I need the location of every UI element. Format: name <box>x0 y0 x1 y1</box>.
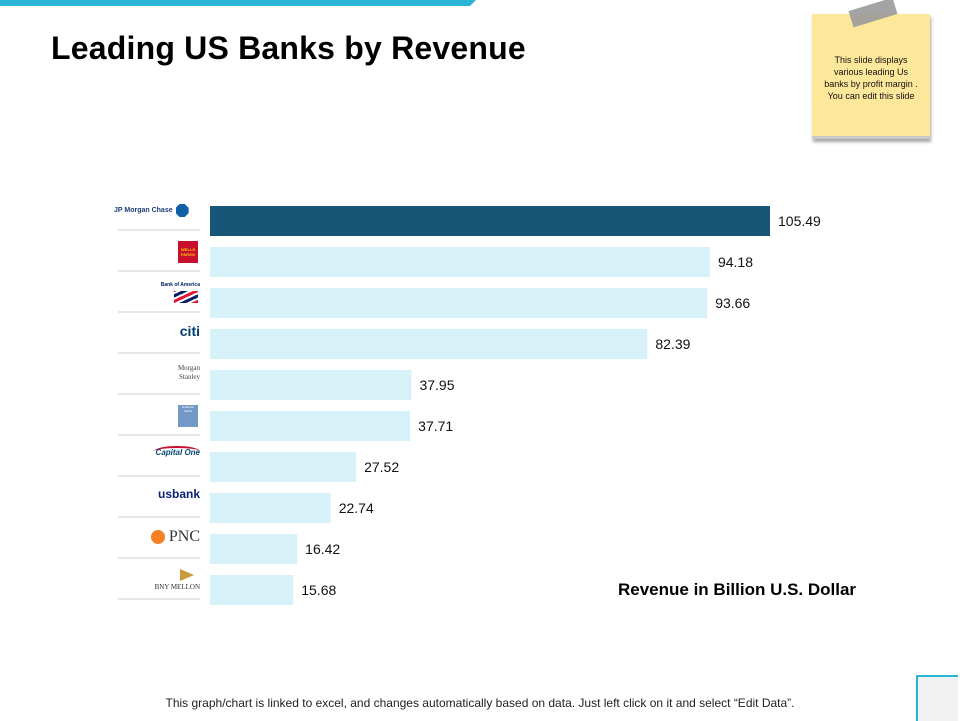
sticky-note-text: This slide displays various leading Us b… <box>824 55 918 101</box>
chart-title: Revenue in Billion U.S. Dollar <box>618 580 857 599</box>
sticky-note: This slide displays various leading Us b… <box>812 14 930 139</box>
bar-5[interactable] <box>210 411 411 441</box>
bny-mellon-arrow-icon: BNY MELLON <box>146 569 200 591</box>
chase-octagon-icon: JP Morgan Chase <box>114 204 200 217</box>
bar-7[interactable] <box>210 493 331 523</box>
bar-value-label: 105.49 <box>778 213 821 229</box>
bar-value-label: 22.74 <box>339 500 374 516</box>
top-accent-bar <box>0 0 476 6</box>
chase-octagon-icon <box>175 204 189 217</box>
bar-4[interactable] <box>210 370 412 400</box>
capital-one-swoosh-icon: Capital One <box>154 446 200 457</box>
bar-value-label: 37.95 <box>419 377 454 393</box>
morgan-stanley-logo: Morgan Stanley <box>177 364 200 381</box>
bar-value-label: 37.71 <box>418 418 453 434</box>
footer-note: This graph/chart is linked to excel, and… <box>165 696 795 710</box>
bar-3[interactable] <box>210 329 648 359</box>
bny-mellon-arrow-icon <box>180 569 194 581</box>
pnc-icon: PNC <box>146 528 200 546</box>
bar-value-label: 16.42 <box>305 541 340 557</box>
us-bank-shield-icon: usbank <box>157 487 200 501</box>
bar-value-label: 15.68 <box>301 582 336 598</box>
bofa-flag-icon <box>174 291 198 303</box>
bar-0[interactable] <box>210 206 770 236</box>
wells-fargo-logo: WELLS FARGO <box>178 241 198 263</box>
bar-6[interactable] <box>210 452 357 482</box>
citi-arc-icon: citi <box>179 323 200 339</box>
bar-value-label: 27.52 <box>364 459 399 475</box>
bar-2[interactable] <box>210 288 708 318</box>
goldman-sachs-logo: Goldman Sachs <box>178 405 198 427</box>
corner-decoration <box>916 675 958 721</box>
bar-9[interactable] <box>210 575 294 605</box>
bar-value-label: 94.18 <box>718 254 753 270</box>
bar-8[interactable] <box>210 534 298 564</box>
bar-value-label: 82.39 <box>655 336 690 352</box>
bofa-flag-icon: Bank of America <box>156 282 200 303</box>
bar-value-label: 93.66 <box>715 295 750 311</box>
page-title: Leading US Banks by Revenue <box>51 30 526 66</box>
pnc-icon <box>150 530 165 544</box>
bar-1[interactable] <box>210 247 710 277</box>
